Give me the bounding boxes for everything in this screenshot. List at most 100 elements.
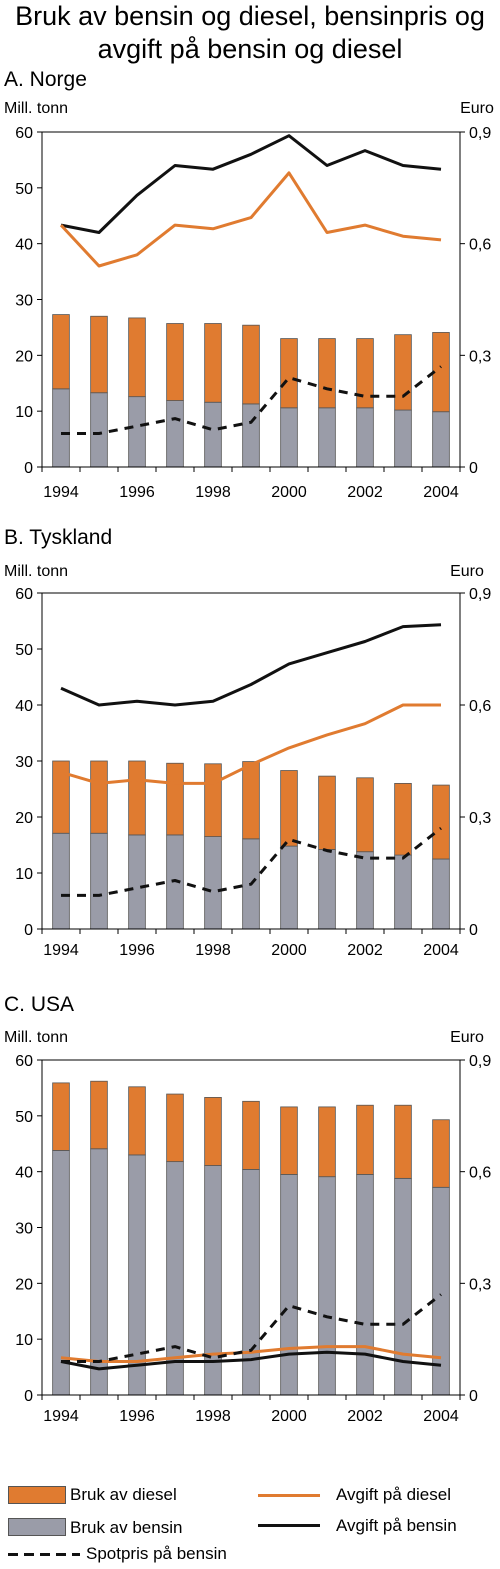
bar-bensin-1994 — [52, 832, 70, 930]
line-avgift-bensin — [60, 623, 442, 707]
x-tick-label: 1996 — [119, 942, 155, 959]
bar-diesel-1995 — [90, 315, 108, 394]
x-tick-label: 1994 — [43, 1408, 79, 1425]
bar-bensin-1995 — [90, 1148, 108, 1396]
y2-tick-label: 0,6 — [469, 237, 491, 254]
bar-diesel-2003 — [394, 782, 412, 856]
bar-diesel-1999 — [242, 1100, 260, 1170]
y-axis-label: Mill. tonn — [4, 1029, 68, 1046]
bar-bensin-2000 — [280, 1174, 298, 1396]
y-tick-label: 40 — [15, 1165, 33, 1182]
y-tick-label: 10 — [15, 1332, 33, 1349]
x-tick-label: 2002 — [347, 942, 383, 959]
line-spotpris — [61, 365, 442, 435]
x-tick-label: 1996 — [119, 484, 155, 501]
bar-diesel-2002 — [356, 338, 374, 409]
bar-bensin-2002 — [356, 407, 374, 468]
y2-tick-label: 0 — [469, 460, 478, 477]
bar-bensin-1997 — [166, 400, 184, 468]
line-avgift-diesel — [60, 1345, 442, 1363]
bar-diesel-2004 — [432, 1119, 450, 1188]
bar-bensin-1998 — [204, 836, 222, 930]
panel-tyskland: B. Tyskland Mill. tonn Euro 0 10 20 30 40 50 60 0 0… — [4, 526, 491, 959]
bar-diesel-2002 — [356, 1104, 374, 1175]
y-tick-label: 60 — [15, 125, 33, 142]
y2-tick-label: 0,9 — [469, 1053, 491, 1070]
y2-tick-label: 0,6 — [469, 698, 491, 715]
y2-tick-label: 0,3 — [469, 1276, 491, 1293]
bar-bensin-1995 — [90, 392, 108, 468]
y-tick-label: 60 — [15, 586, 33, 603]
bar-diesel-2001 — [318, 338, 336, 409]
bar-bensin-2004 — [432, 858, 450, 930]
x-tick-label: 1998 — [195, 942, 231, 959]
y-tick-label: 30 — [15, 1221, 33, 1238]
x-tick-label: 1996 — [119, 1408, 155, 1425]
y2-axis-label: Euro — [450, 1029, 484, 1046]
bar-diesel-1998 — [204, 763, 222, 838]
x-tick-label: 1994 — [43, 484, 79, 501]
bar-diesel-2000 — [280, 770, 298, 847]
legend-label-bensin: Bruk av bensin — [70, 1518, 183, 1537]
bar-diesel-1996 — [128, 760, 146, 836]
bar-diesel-2001 — [318, 775, 336, 850]
y2-tick-label: 0,3 — [469, 810, 491, 827]
bar-bensin-2003 — [394, 854, 412, 930]
y-axis-label: Mill. tonn — [4, 100, 68, 117]
y-axis-label: Mill. tonn — [4, 563, 68, 580]
bar-diesel-1997 — [166, 762, 184, 836]
legend-swatch-bensin — [8, 1518, 66, 1536]
y-tick-label: 30 — [15, 293, 33, 310]
x-tick-label: 1998 — [195, 1408, 231, 1425]
bar-bensin-2002 — [356, 851, 374, 930]
y2-tick-label: 0,3 — [469, 348, 491, 365]
bar-bensin-2001 — [318, 407, 336, 468]
x-tick-label: 2004 — [423, 484, 459, 501]
y-tick-label: 50 — [15, 642, 33, 659]
bar-bensin-1996 — [128, 1154, 146, 1396]
y2-tick-label: 0,6 — [469, 1165, 491, 1182]
bar-diesel-1994 — [52, 1082, 70, 1151]
x-tick-label: 2000 — [271, 942, 307, 959]
bar-diesel-1998 — [204, 1097, 222, 1166]
legend-swatch-diesel — [8, 1486, 66, 1504]
bar-diesel-1997 — [166, 323, 184, 401]
bar-diesel-1996 — [128, 317, 146, 398]
bar-bensin-2004 — [432, 411, 450, 468]
bar-diesel-2001 — [318, 1106, 336, 1178]
y-tick-label: 10 — [15, 866, 33, 883]
panel-norge: A. Norge Mill. tonn Euro 0 10 20 30 40 50 60 0 0,3 0… — [4, 68, 494, 501]
x-tick-label: 2000 — [271, 484, 307, 501]
x-tick-label: 2004 — [423, 942, 459, 959]
bar-diesel-2002 — [356, 777, 374, 853]
bar-bensin-1994 — [52, 388, 70, 468]
y-tick-label: 60 — [15, 1053, 33, 1070]
line-avgift-diesel — [60, 703, 441, 785]
legend-swatch-avgift-bensin — [258, 1524, 320, 1527]
x-tick-label: 1994 — [43, 942, 79, 959]
bar-bensin-1997 — [166, 1161, 184, 1396]
panel-title: A. Norge — [4, 68, 87, 91]
y-tick-label: 20 — [15, 810, 33, 827]
bar-bensin-1995 — [90, 832, 108, 930]
bar-diesel-1996 — [128, 1086, 146, 1156]
bar-diesel-1999 — [242, 324, 260, 405]
y-tick-label: 50 — [15, 1109, 33, 1126]
y-tick-label: 0 — [24, 922, 33, 939]
bar-bensin-2003 — [394, 409, 412, 468]
x-tick-label: 2000 — [271, 1408, 307, 1425]
legend-label-spotpris: Spotpris på bensin — [86, 1544, 227, 1563]
bar-diesel-2000 — [280, 338, 298, 409]
line-avgift-diesel — [59, 171, 442, 268]
legend: Bruk av diesel Bruk av bensin Avgift på … — [0, 1470, 500, 1569]
y-tick-label: 0 — [24, 460, 33, 477]
chart-title: Bruk av bensin og diesel, bensinpris og … — [15, 1, 485, 64]
panel-title: C. USA — [4, 993, 74, 1016]
panel-title: B. Tyskland — [4, 526, 112, 549]
y-tick-label: 40 — [15, 698, 33, 715]
y-tick-label: 40 — [15, 237, 33, 254]
bar-diesel-1995 — [90, 760, 108, 834]
legend-label-avgift-bensin: Avgift på bensin — [336, 1516, 457, 1535]
y2-tick-label: 0 — [469, 1388, 478, 1405]
bar-bensin-1999 — [242, 403, 260, 468]
